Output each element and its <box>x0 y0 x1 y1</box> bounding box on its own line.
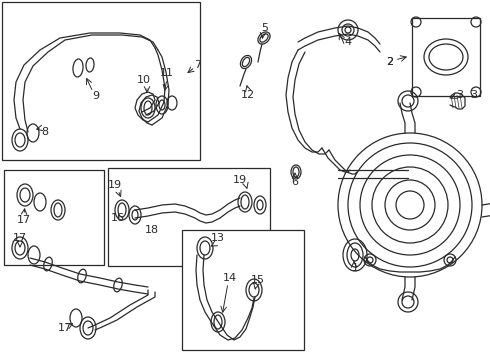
Bar <box>412 18 480 96</box>
Text: 5: 5 <box>262 23 269 33</box>
Text: 3: 3 <box>470 90 477 100</box>
Bar <box>4 170 104 265</box>
Text: 10: 10 <box>137 75 151 85</box>
Text: 18: 18 <box>145 225 159 235</box>
Text: 19: 19 <box>233 175 247 185</box>
Text: 1: 1 <box>351 263 359 273</box>
Text: 16: 16 <box>111 213 125 223</box>
Text: 11: 11 <box>160 68 174 78</box>
Text: 19: 19 <box>108 180 122 190</box>
Text: 17: 17 <box>13 233 27 243</box>
Text: 6: 6 <box>292 177 298 187</box>
Text: 14: 14 <box>223 273 237 283</box>
Bar <box>2 2 200 160</box>
Text: 17: 17 <box>58 323 72 333</box>
Text: 4: 4 <box>344 37 351 47</box>
Text: 3: 3 <box>456 90 463 100</box>
Text: 2: 2 <box>387 57 393 67</box>
Bar <box>182 230 304 350</box>
Bar <box>108 168 270 266</box>
Text: 8: 8 <box>42 127 49 137</box>
Text: 7: 7 <box>195 60 201 70</box>
Text: 15: 15 <box>251 275 265 285</box>
Text: 2: 2 <box>387 57 393 67</box>
Text: 17: 17 <box>17 215 31 225</box>
Text: 9: 9 <box>93 91 99 101</box>
Text: 13: 13 <box>211 233 225 243</box>
Text: 12: 12 <box>241 90 255 100</box>
